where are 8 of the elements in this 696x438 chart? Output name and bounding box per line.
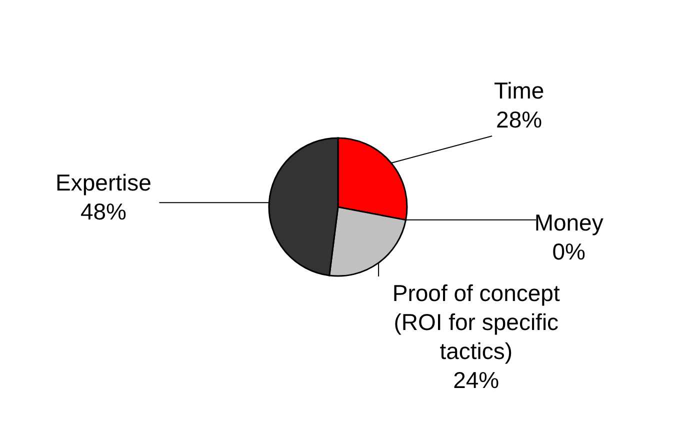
category-label: Money: [534, 209, 604, 236]
data-label: 24%: [453, 366, 500, 393]
slice-label: Time: [494, 78, 544, 104]
data-label: 28%: [496, 106, 542, 133]
slice-label: Expertise: [56, 169, 152, 196]
slice-label: Proof of concept (ROI for specific tactics): [392, 280, 560, 364]
data-label: 48%: [80, 198, 126, 224]
text: 0%: [552, 238, 586, 264]
